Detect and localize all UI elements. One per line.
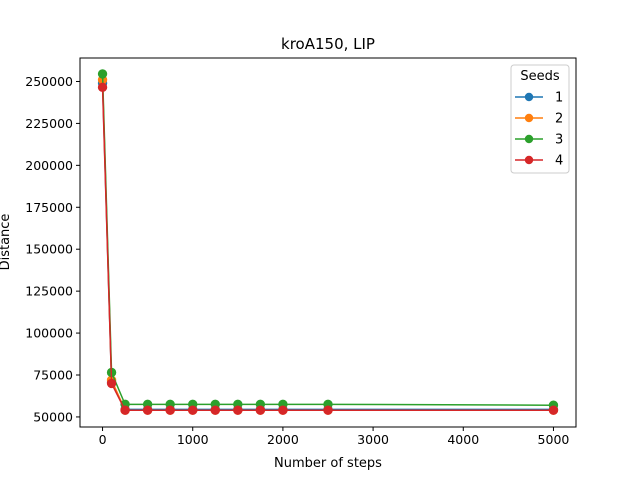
legend-label: 1 [555, 91, 563, 106]
data-point [323, 405, 333, 415]
x-tick-label: 1000 [177, 432, 209, 447]
data-point [165, 405, 175, 415]
x-tick-label: 0 [99, 432, 107, 447]
data-point [188, 405, 198, 415]
x-axis-label: Number of steps [274, 456, 382, 471]
y-tick-label: 250000 [25, 74, 73, 89]
x-axis: 0 1000 2000 3000 4000 5000 [99, 427, 570, 447]
y-tick-label: 200000 [25, 158, 73, 173]
legend-frame [510, 64, 570, 174]
y-tick-label: 175000 [25, 200, 73, 215]
legend: Seeds 1 2 3 4 [510, 64, 570, 174]
series-line [101, 79, 554, 411]
series-1 [97, 78, 559, 415]
series-line [101, 83, 554, 411]
legend-swatch-marker [524, 92, 534, 102]
legend-swatch-marker [524, 113, 534, 123]
legend-swatch-marker [524, 155, 534, 165]
data-point [210, 405, 220, 415]
legend-item: 3 [515, 133, 563, 148]
y-tick-label: 100000 [25, 326, 73, 341]
y-tick-label: 50000 [33, 409, 73, 424]
series-4 [97, 82, 559, 415]
legend-swatch-marker [524, 134, 534, 144]
legend-item: 4 [515, 154, 563, 169]
data-point [278, 405, 288, 415]
x-tick-label: 2000 [267, 432, 299, 447]
data-point [548, 405, 559, 415]
series-3 [97, 69, 559, 410]
y-axis: 50000 75000 100000 125000 150000 175000 200000… [25, 74, 80, 424]
x-tick-label: 3000 [357, 432, 389, 447]
legend-item: 1 [515, 91, 563, 106]
series-line [101, 87, 554, 411]
chart-title: kroA150, LIP [281, 35, 375, 53]
series-line [101, 73, 554, 406]
legend-label: 4 [555, 154, 563, 169]
x-tick-label: 4000 [447, 432, 479, 447]
plot-frame [79, 57, 577, 428]
data-point [233, 405, 243, 415]
legend-label: 3 [555, 133, 563, 148]
y-tick-label: 125000 [25, 284, 73, 299]
plot-area: 0 1000 2000 3000 4000 5000 500007500010000012… [25, 57, 577, 447]
legend-title: Seeds [520, 69, 560, 84]
data-point [97, 69, 108, 79]
y-tick-label: 150000 [25, 242, 73, 257]
series-layer [97, 69, 559, 415]
data-point [106, 378, 117, 389]
y-tick-label: 225000 [25, 116, 73, 131]
legend-item: 2 [515, 112, 563, 127]
data-point [255, 405, 266, 415]
y-axis-label: Distance [0, 214, 13, 271]
series-2 [97, 75, 559, 415]
data-point [97, 82, 108, 93]
data-point [142, 405, 153, 415]
legend-label: 2 [555, 112, 563, 127]
data-point [120, 405, 130, 415]
x-tick-label: 5000 [538, 432, 570, 447]
y-tick-label: 75000 [33, 368, 73, 383]
